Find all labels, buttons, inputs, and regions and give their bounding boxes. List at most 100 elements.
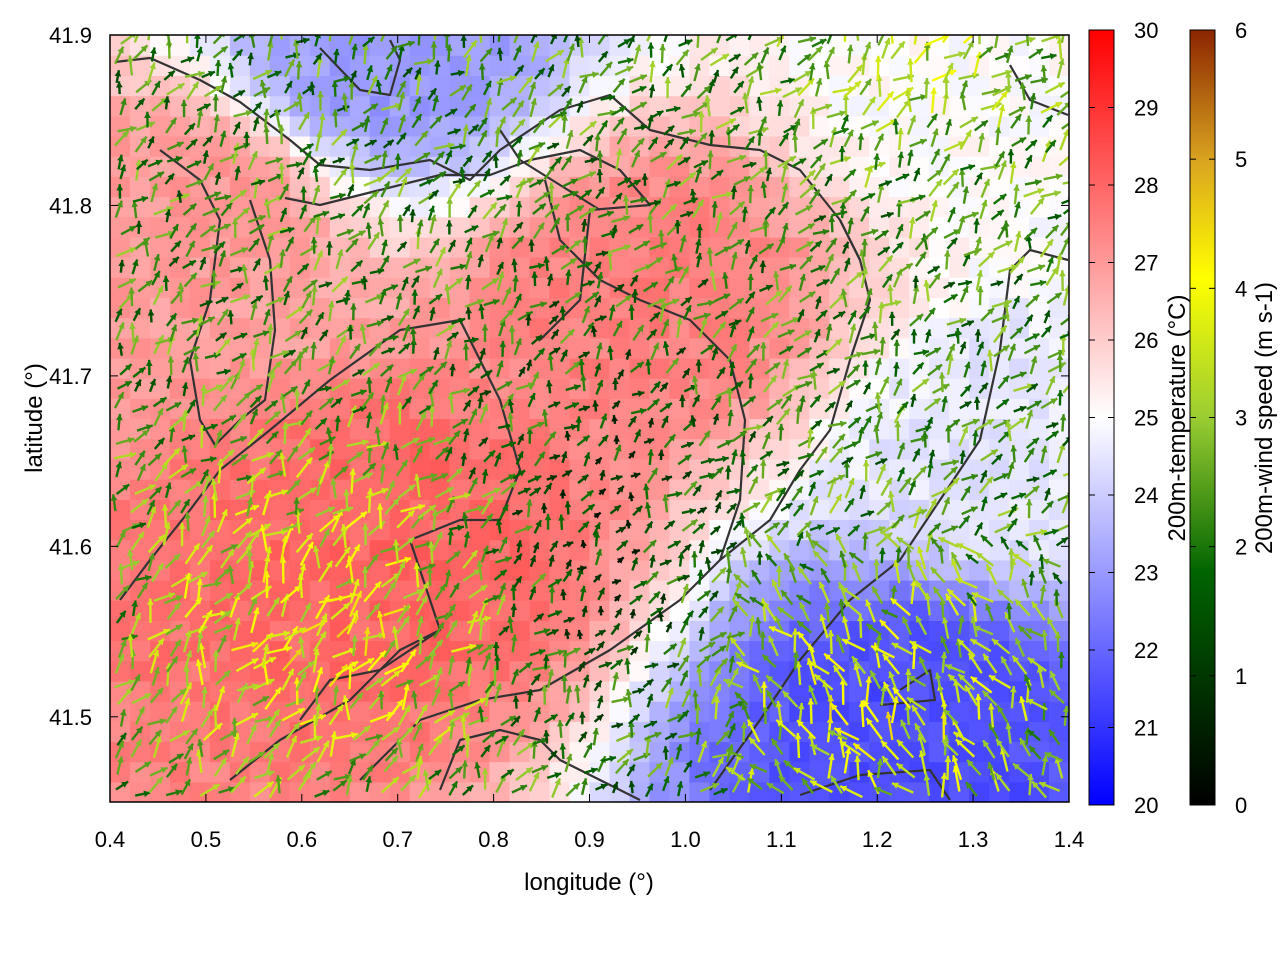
heatmap-cell bbox=[649, 216, 670, 238]
heatmap-cell bbox=[150, 438, 171, 460]
heatmap-cell bbox=[309, 115, 331, 137]
heatmap-cell bbox=[1029, 640, 1050, 662]
heatmap-cell bbox=[329, 458, 351, 480]
heatmap-cell bbox=[669, 115, 690, 137]
heatmap-cell bbox=[369, 418, 391, 440]
heatmap-cell bbox=[229, 499, 251, 520]
heatmap-cell bbox=[329, 257, 351, 278]
x-tick-label: 0.7 bbox=[382, 827, 413, 852]
heatmap-cell bbox=[629, 398, 651, 420]
heatmap-cell bbox=[389, 135, 411, 157]
heatmap-cell bbox=[429, 721, 451, 743]
heatmap-cell bbox=[1029, 519, 1050, 541]
heatmap-cell bbox=[309, 479, 331, 500]
heatmap-cell bbox=[789, 236, 810, 258]
heatmap-cell bbox=[349, 701, 371, 722]
heatmap-cell bbox=[150, 317, 171, 339]
heatmap-cell bbox=[709, 479, 730, 500]
heatmap-cell bbox=[150, 781, 171, 802]
heatmap-cell bbox=[649, 701, 670, 722]
heatmap-cell bbox=[609, 701, 631, 722]
heatmap-cell bbox=[449, 741, 471, 763]
heatmap-cell bbox=[989, 499, 1010, 520]
heatmap-cell bbox=[589, 721, 611, 743]
heatmap-cell bbox=[549, 257, 571, 278]
heatmap-cell bbox=[130, 277, 151, 298]
heatmap-cell bbox=[269, 35, 291, 56]
heatmap-cell bbox=[509, 176, 531, 198]
heatmap-cell bbox=[309, 580, 331, 601]
heatmap-cell bbox=[569, 600, 591, 621]
heatmap-cell bbox=[1029, 115, 1050, 137]
heatmap-cell bbox=[609, 620, 631, 642]
y-tick-label: 41.7 bbox=[49, 364, 92, 389]
heatmap-cell bbox=[989, 257, 1010, 278]
heatmap-cell bbox=[1049, 458, 1069, 480]
heatmap-cell bbox=[729, 35, 750, 56]
heatmap-cell bbox=[269, 277, 291, 298]
heatmap-cell bbox=[549, 357, 571, 379]
heatmap-cell bbox=[869, 257, 890, 278]
heatmap-cell bbox=[549, 135, 571, 157]
heatmap-cell bbox=[449, 196, 471, 218]
heatmap-cell bbox=[110, 418, 131, 440]
heatmap-cell bbox=[569, 156, 591, 177]
heatmap-cell bbox=[110, 216, 131, 238]
heatmap-cell bbox=[449, 580, 471, 601]
heatmap-cell bbox=[509, 539, 531, 561]
heatmap-cell bbox=[689, 499, 710, 520]
colorbar-tick-label: 22 bbox=[1134, 638, 1158, 663]
heatmap-cell bbox=[989, 680, 1010, 702]
heatmap-cell bbox=[569, 721, 591, 743]
heatmap-cell bbox=[130, 216, 151, 238]
heatmap-cell bbox=[529, 781, 551, 802]
heatmap-cell bbox=[489, 156, 511, 177]
heatmap-cell bbox=[489, 458, 511, 480]
heatmap-cell bbox=[189, 35, 211, 56]
heatmap-cell bbox=[649, 357, 670, 379]
heatmap-cell bbox=[389, 156, 411, 177]
heatmap-cell bbox=[369, 781, 391, 802]
heatmap-cell bbox=[130, 95, 151, 117]
heatmap-cell bbox=[150, 418, 171, 440]
heatmap-cell bbox=[849, 236, 870, 258]
heatmap-cell bbox=[409, 297, 431, 319]
heatmap-cell bbox=[269, 600, 291, 621]
heatmap-cell bbox=[509, 297, 531, 319]
heatmap-cell bbox=[989, 620, 1010, 642]
heatmap-cell bbox=[769, 55, 790, 76]
colorbar-tick-label: 3 bbox=[1235, 406, 1247, 431]
heatmap-cell bbox=[289, 257, 311, 278]
colorbar-tick-label: 21 bbox=[1134, 716, 1158, 741]
heatmap-cell bbox=[889, 781, 910, 802]
heatmap-cell bbox=[609, 156, 631, 177]
wind-colorbar-label: 200m-wind speed (m s-1) bbox=[1251, 282, 1278, 554]
colorbar-tick-label: 30 bbox=[1134, 18, 1158, 43]
heatmap-cell bbox=[389, 701, 411, 722]
heatmap-cell bbox=[189, 499, 211, 520]
heatmap-cell bbox=[529, 539, 551, 561]
heatmap-cell bbox=[289, 35, 311, 56]
heatmap-cell bbox=[150, 135, 171, 157]
heatmap-cell bbox=[749, 337, 770, 359]
heatmap-cell bbox=[589, 438, 611, 460]
heatmap-cell bbox=[369, 559, 391, 581]
heatmap-cell bbox=[369, 297, 391, 319]
heatmap-cell bbox=[130, 660, 151, 682]
x-tick-label: 1.1 bbox=[766, 827, 797, 852]
heatmap-cell bbox=[489, 236, 511, 258]
heatmap-cell bbox=[669, 75, 690, 97]
heatmap-cell bbox=[189, 196, 211, 218]
x-tick-label: 1.2 bbox=[862, 827, 893, 852]
heatmap-cell bbox=[589, 196, 611, 218]
heatmap-cell bbox=[609, 378, 631, 399]
heatmap-cell bbox=[349, 781, 371, 802]
heatmap-cell bbox=[569, 317, 591, 339]
heatmap-cell bbox=[949, 438, 970, 460]
heatmap-cell bbox=[709, 176, 730, 198]
heatmap-cell bbox=[789, 519, 810, 541]
heatmap-cell bbox=[709, 236, 730, 258]
heatmap-cell bbox=[110, 701, 131, 722]
heatmap-cell bbox=[209, 761, 231, 783]
heatmap-cell bbox=[629, 519, 651, 541]
